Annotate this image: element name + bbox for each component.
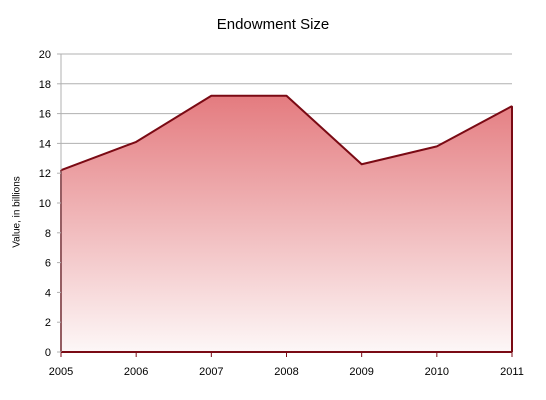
y-tick-label: 0 [45,347,51,359]
x-tick-label: 2008 [274,366,298,378]
x-tick-label: 2005 [49,366,73,378]
x-tick-label: 2007 [199,366,223,378]
y-tick-label: 2 [45,317,51,329]
data-point [60,169,62,171]
data-point [511,105,513,107]
data-point [361,163,363,165]
series-area [61,95,512,352]
x-tick-label: 2011 [500,366,524,378]
y-tick-label: 12 [39,168,51,180]
y-tick-label: 8 [45,228,51,240]
data-point [436,145,438,147]
y-tick-label: 16 [39,109,51,121]
y-tick-label: 6 [45,258,51,270]
data-point [135,141,137,143]
chart-title: Endowment Size [216,16,330,33]
y-tick-label: 18 [39,79,51,91]
y-tick-label: 14 [39,138,51,150]
y-tick-label: 20 [39,49,51,61]
data-point [286,95,287,97]
x-tick-label: 2009 [349,366,373,378]
y-tick-label: 4 [45,287,51,299]
x-tick-label: 2006 [124,366,148,378]
data-point [210,95,212,97]
x-tick-label: 2010 [425,366,449,378]
y-tick-label: 10 [39,198,51,210]
